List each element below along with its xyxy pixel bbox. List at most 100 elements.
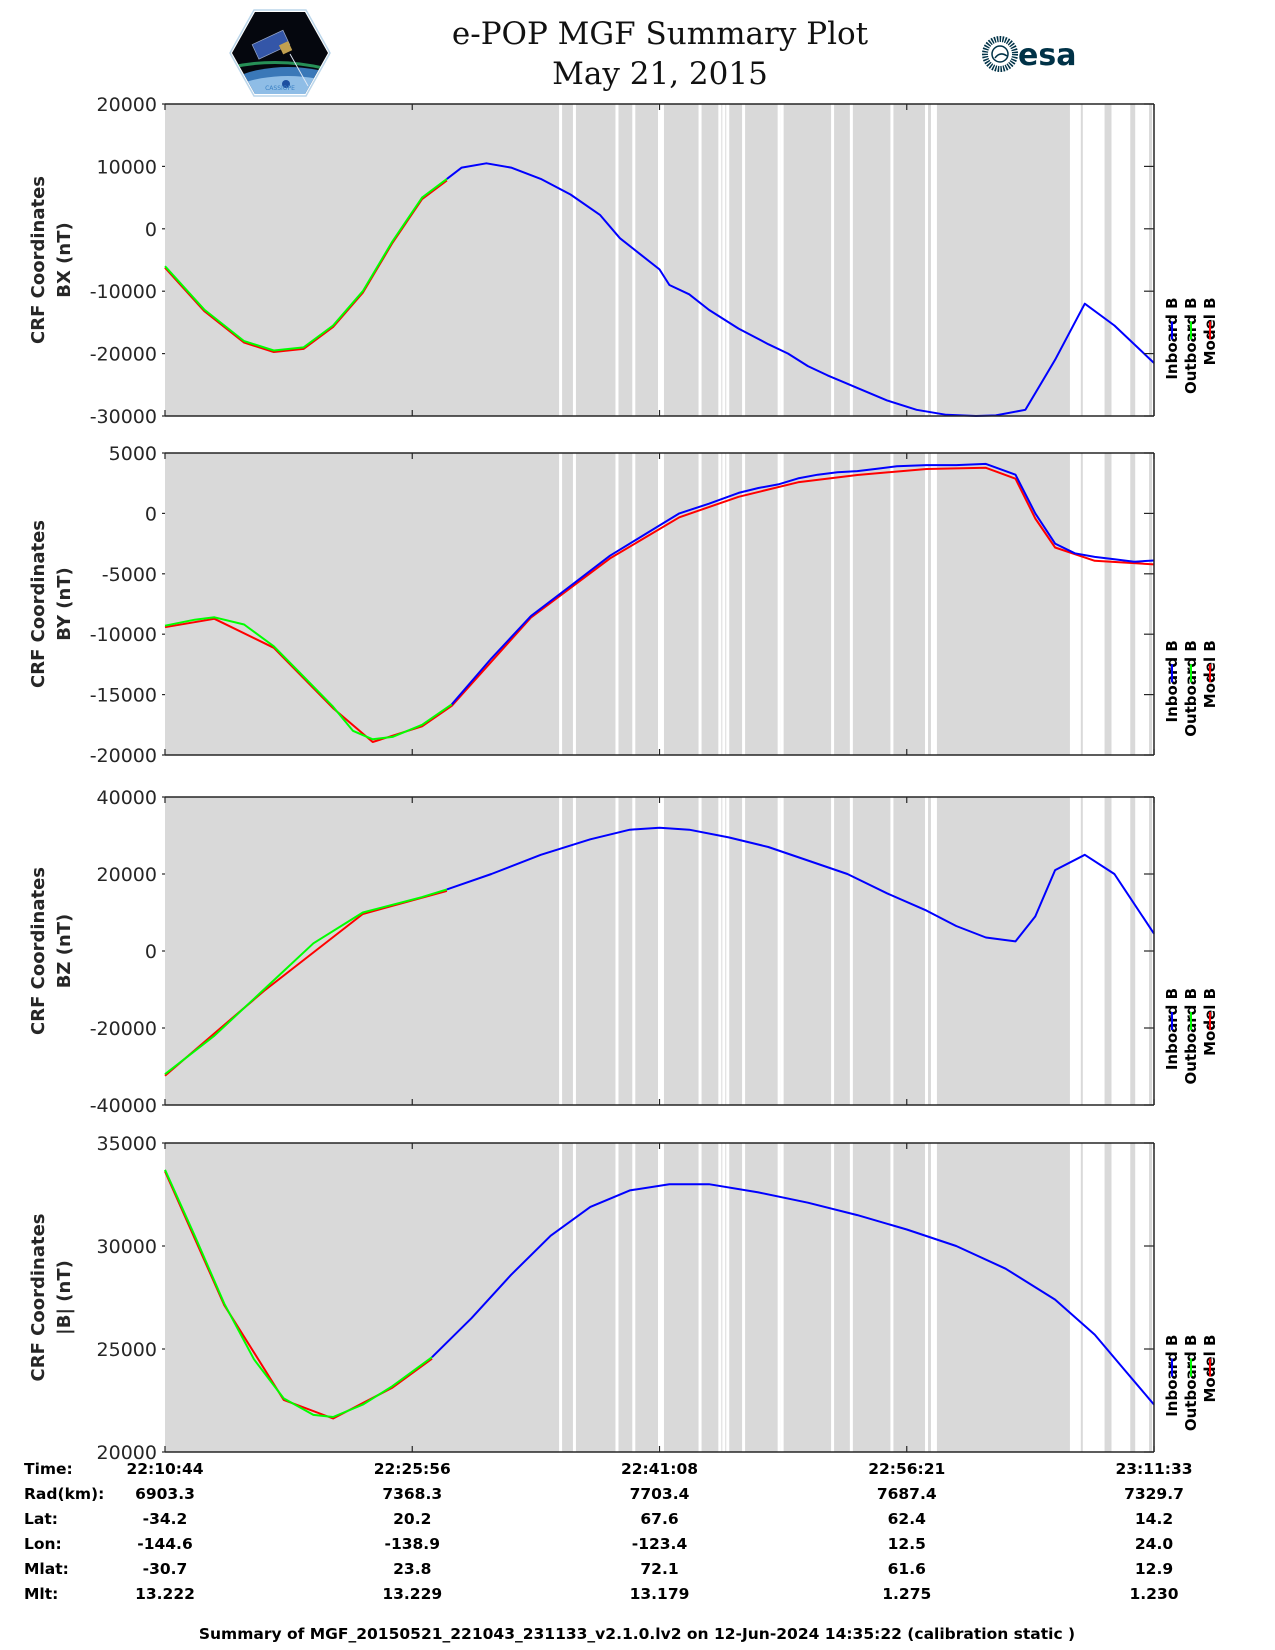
data-gap-stripe bbox=[831, 1143, 835, 1452]
series-line-outboard-b bbox=[164, 616, 453, 741]
data-gap-stripe bbox=[572, 1143, 576, 1452]
panel-4: 20000 25000 30000 35000 CRF Coordinates |B| (… bbox=[28, 1133, 1219, 1464]
info-cell: 22:56:21 bbox=[868, 1460, 945, 1478]
info-cell: 7703.4 bbox=[630, 1485, 690, 1503]
data-gap-stripe bbox=[658, 453, 661, 755]
info-cell: 72.1 bbox=[640, 1560, 678, 1578]
data-coverage-band bbox=[1130, 797, 1136, 1105]
data-coverage-band bbox=[1130, 453, 1136, 755]
data-gap-stripe bbox=[831, 453, 835, 755]
info-cell: 7329.7 bbox=[1124, 1485, 1184, 1503]
data-gap-stripe bbox=[890, 1143, 894, 1452]
info-cell: 7687.4 bbox=[877, 1485, 937, 1503]
plot-title: e-POP MGF Summary Plot bbox=[451, 16, 869, 52]
y-tick-label: 35000 bbox=[97, 1133, 157, 1155]
data-gap-stripe bbox=[722, 104, 726, 416]
series-line-inboard-b bbox=[451, 462, 1155, 705]
data-gap-stripe bbox=[742, 1143, 746, 1452]
data-gap-stripe bbox=[780, 797, 784, 1105]
data-gap-stripe bbox=[559, 1143, 563, 1452]
info-cell: 7368.3 bbox=[382, 1485, 442, 1503]
data-gap-stripe bbox=[658, 104, 661, 416]
info-cell: 61.6 bbox=[888, 1560, 926, 1578]
data-coverage-band bbox=[1130, 104, 1136, 416]
data-gap-stripe bbox=[718, 1143, 722, 1452]
esa-globe-icon bbox=[982, 36, 1018, 72]
legend: Inboard B Outboard B Model B bbox=[1163, 1335, 1219, 1432]
data-gap-stripe bbox=[726, 104, 730, 416]
data-coverage-band bbox=[1149, 453, 1153, 755]
y-tick-label: -15000 bbox=[90, 685, 157, 707]
data-gap-stripe bbox=[930, 797, 934, 1105]
series-line-inboard-b bbox=[446, 826, 1155, 943]
legend-label: Outboard B bbox=[1182, 640, 1200, 737]
data-gap-stripe bbox=[742, 797, 746, 1105]
data-gap-stripe bbox=[780, 453, 784, 755]
y-axis-label-line1: CRF Coordinates bbox=[28, 176, 49, 344]
y-tick-label: 5000 bbox=[109, 443, 157, 465]
y-tick-label: 10000 bbox=[97, 156, 157, 178]
info-cell: 1.230 bbox=[1129, 1585, 1178, 1603]
data-gap-stripe bbox=[572, 453, 576, 755]
info-cell: 67.6 bbox=[640, 1510, 678, 1528]
y-axis-label-line2: BX (nT) bbox=[54, 222, 75, 297]
y-axis-label-line1: CRF Coordinates bbox=[28, 1214, 49, 1382]
data-coverage-band bbox=[1104, 453, 1112, 755]
info-cell: 24.0 bbox=[1135, 1535, 1173, 1553]
data-coverage-band bbox=[1104, 1143, 1112, 1452]
info-cell: -30.7 bbox=[143, 1560, 188, 1578]
data-gap-stripe bbox=[780, 104, 784, 416]
data-gap-stripe bbox=[777, 797, 781, 1105]
y-tick-label: -5000 bbox=[102, 564, 157, 586]
y-tick-label: 30000 bbox=[97, 1236, 157, 1258]
data-gap-stripe bbox=[933, 104, 937, 416]
y-tick-label: -10000 bbox=[90, 624, 157, 646]
info-row-label: Rad(km): bbox=[24, 1485, 104, 1503]
y-tick-label: -20000 bbox=[90, 344, 157, 366]
data-coverage-band bbox=[1080, 104, 1083, 416]
y-tick-label: -20000 bbox=[90, 1018, 157, 1040]
data-gap-stripe bbox=[780, 1143, 784, 1452]
y-axis-label-line1: CRF Coordinates bbox=[28, 520, 49, 688]
y-tick-label: 25000 bbox=[97, 1339, 157, 1361]
data-gap-stripe bbox=[718, 797, 722, 1105]
data-gap-stripe bbox=[777, 453, 781, 755]
y-tick-label: 40000 bbox=[97, 787, 157, 809]
data-gap-stripe bbox=[933, 797, 937, 1105]
y-axis-label-line2: |B| (nT) bbox=[54, 1260, 75, 1335]
data-gap-stripe bbox=[890, 797, 894, 1105]
info-row-label: Lon: bbox=[24, 1535, 62, 1553]
data-gap-stripe bbox=[722, 453, 726, 755]
data-gap-stripe bbox=[632, 453, 636, 755]
info-row-label: Mlt: bbox=[24, 1585, 58, 1603]
legend-label: Outboard B bbox=[1182, 1335, 1200, 1432]
info-row-label: Lat: bbox=[24, 1510, 58, 1528]
info-cell: 1.275 bbox=[882, 1585, 931, 1603]
legend: Inboard B Outboard B Model B bbox=[1163, 297, 1219, 394]
data-coverage-band bbox=[1104, 104, 1112, 416]
data-gap-stripe bbox=[726, 1143, 730, 1452]
legend-label: Outboard B bbox=[1182, 988, 1200, 1085]
data-gap-stripe bbox=[660, 797, 664, 1105]
cassiope-mission-logo: CASSIOPE bbox=[229, 9, 331, 97]
panel-3: -40000 -20000 0 20000 40000 CRF Coordinates BZ… bbox=[28, 787, 1219, 1117]
data-gap-stripe bbox=[698, 797, 702, 1105]
series-line-outboard-b bbox=[164, 178, 448, 352]
data-gap-stripe bbox=[726, 797, 730, 1105]
data-gap-stripe bbox=[632, 104, 636, 416]
data-gap-stripe bbox=[849, 104, 853, 416]
info-row-label: Mlat: bbox=[24, 1560, 69, 1578]
info-cell: 22:41:08 bbox=[621, 1460, 698, 1478]
data-gap-stripe bbox=[930, 1143, 934, 1452]
data-gap-stripe bbox=[831, 104, 835, 416]
data-gap-stripe bbox=[660, 453, 664, 755]
y-tick-label: 0 bbox=[145, 941, 157, 963]
data-gap-stripe bbox=[925, 104, 929, 416]
series-line-inboard-b bbox=[431, 1183, 1155, 1406]
info-cell: 22:25:56 bbox=[374, 1460, 451, 1478]
info-cell: -123.4 bbox=[632, 1535, 688, 1553]
data-gap-stripe bbox=[831, 797, 835, 1105]
data-gap-stripe bbox=[658, 1143, 661, 1452]
data-coverage-band bbox=[1130, 1143, 1136, 1452]
